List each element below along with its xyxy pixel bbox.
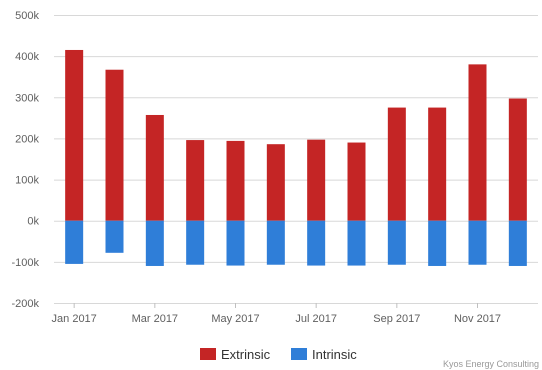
bar-intrinsic[interactable] [347, 220, 366, 266]
x-axis: Jan 2017 Mar 2017 May 2017 Jul 2017 Sep 2017… [52, 303, 501, 325]
x-tick-label: Jul 2017 [295, 313, 337, 325]
legend-swatch [291, 348, 307, 360]
bar-extrinsic[interactable] [266, 144, 285, 221]
bar-intrinsic[interactable] [105, 220, 124, 253]
bar-intrinsic[interactable] [387, 220, 406, 265]
legend[interactable]: Extrinsic Intrinsic [200, 347, 357, 362]
bar-intrinsic[interactable] [65, 220, 84, 264]
y-tick-label: 500k [15, 10, 39, 22]
y-tick-label: 100k [15, 175, 39, 187]
bar-extrinsic[interactable] [186, 140, 205, 221]
bar-extrinsic[interactable] [65, 49, 84, 221]
y-tick-label: -200k [11, 298, 39, 310]
bar-intrinsic[interactable] [428, 220, 447, 266]
chart-credit[interactable]: Kyos Energy Consulting [443, 359, 539, 369]
bar-extrinsic[interactable] [387, 107, 406, 221]
y-tick-label: -100k [11, 257, 39, 269]
bar-extrinsic[interactable] [226, 140, 245, 221]
y-tick-label: 300k [15, 92, 39, 104]
bar-intrinsic[interactable] [468, 220, 487, 265]
bar-extrinsic[interactable] [428, 107, 447, 221]
legend-swatch [200, 348, 216, 360]
bar-extrinsic[interactable] [105, 69, 124, 221]
y-tick-label: 200k [15, 133, 39, 145]
y-tick-label: 0k [27, 216, 39, 228]
bar-extrinsic[interactable] [347, 142, 366, 221]
bar-extrinsic[interactable] [145, 114, 164, 221]
x-tick-label: Nov 2017 [454, 313, 501, 325]
bar-intrinsic[interactable] [226, 220, 245, 266]
legend-label: Intrinsic [312, 347, 357, 362]
bar-extrinsic[interactable] [508, 98, 527, 221]
bar-intrinsic[interactable] [307, 220, 326, 266]
x-tick-label: Jan 2017 [52, 313, 97, 325]
gridlines [54, 15, 538, 304]
bar-intrinsic[interactable] [508, 220, 527, 266]
bar-intrinsic[interactable] [186, 220, 205, 265]
x-tick-label: Sep 2017 [373, 313, 420, 325]
bar-extrinsic[interactable] [307, 139, 326, 221]
x-tick-label: May 2017 [211, 313, 259, 325]
y-tick-label: 400k [15, 51, 39, 63]
bar-intrinsic[interactable] [145, 220, 164, 266]
legend-item-extrinsic[interactable]: Extrinsic [200, 347, 271, 362]
bar-intrinsic[interactable] [266, 220, 285, 265]
y-axis: 500k 400k 300k 200k 100k 0k -100k -200k [11, 10, 39, 310]
bar-extrinsic[interactable] [468, 64, 487, 221]
legend-item-intrinsic[interactable]: Intrinsic [291, 347, 357, 362]
x-tick-label: Mar 2017 [132, 313, 178, 325]
bars [65, 49, 527, 266]
legend-label: Extrinsic [221, 347, 271, 362]
